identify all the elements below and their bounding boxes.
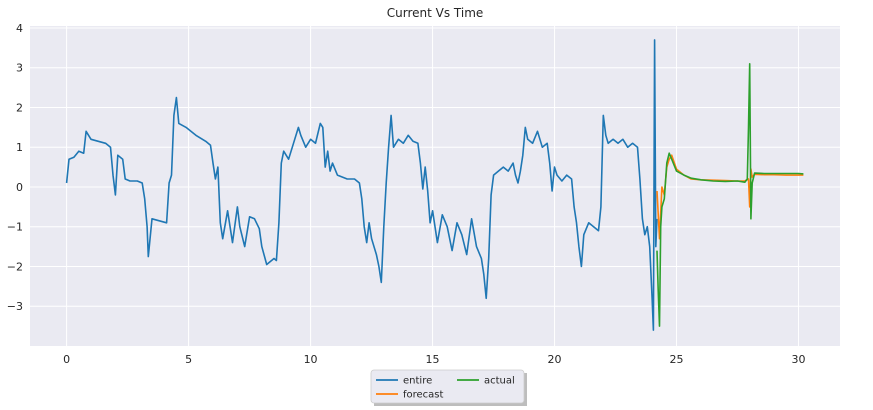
series-line-actual (656, 62, 804, 327)
y-tick-label: 3 (16, 62, 23, 75)
x-tick-label: 15 (426, 353, 440, 366)
y-tick-label: −3 (7, 300, 23, 313)
legend-label-entire: entire (403, 376, 432, 387)
legend-label-forecast: forecast (403, 390, 444, 401)
grid-lines (30, 26, 840, 346)
y-tick-label: 4 (16, 22, 23, 35)
legend-label-actual: actual (484, 376, 515, 387)
x-tick-label: 30 (792, 353, 806, 366)
series-lines (65, 39, 804, 331)
y-tick-label: 0 (16, 181, 23, 194)
x-tick-label: 10 (304, 353, 318, 366)
y-tick-label: −1 (7, 221, 23, 234)
tick-labels: 0 5 10 15 20 25 30 −3 −2 −1 0 1 2 3 4 (7, 22, 806, 366)
series-line-entire (65, 39, 658, 331)
x-tick-label: 5 (185, 353, 192, 366)
x-tick-label: 0 (63, 353, 70, 366)
legend-items: entire forecast actual (376, 376, 515, 401)
chart-title: Current Vs Time (387, 6, 484, 20)
x-tick-label: 25 (670, 353, 684, 366)
plot-area-background (30, 26, 840, 346)
y-tick-label: 2 (16, 101, 23, 114)
legend-box (370, 369, 525, 404)
x-tick-label: 20 (548, 353, 562, 366)
y-tick-label: −2 (7, 260, 23, 273)
y-tick-label: 1 (16, 141, 23, 154)
legend: entire forecast actual (370, 369, 527, 406)
